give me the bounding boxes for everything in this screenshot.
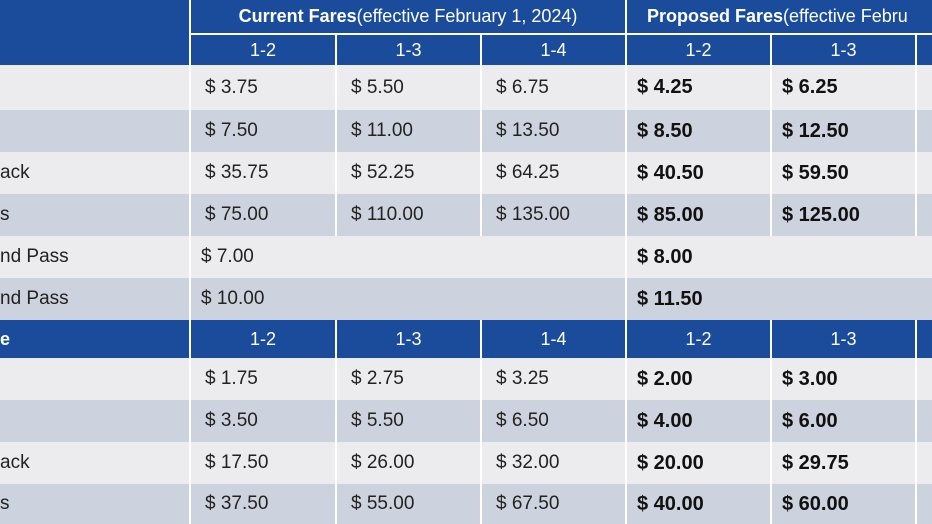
current-fare-cell: $ 17.50 [189, 442, 335, 484]
zone-header-prop-2: 1-3 [770, 35, 915, 65]
proposed-fare-cell [915, 484, 932, 524]
section2-fare-row: s $ 37.50 $ 55.00 $ 67.50 $ 40.00 $ 60.00 [0, 484, 932, 524]
proposed-fare-cell: $ 6.25 [770, 65, 915, 110]
current-fare-cell: $ 32.00 [480, 442, 625, 484]
proposed-fare-cell: $ 40.00 [625, 484, 770, 524]
current-fare-cell: $ 75.00 [189, 194, 335, 236]
proposed-fare-cell: $ 60.00 [770, 484, 915, 524]
row-label: nd Pass [0, 288, 69, 309]
section2-zone-prop-1: 1-2 [625, 320, 770, 358]
current-fare-cell: $ 10.00 [189, 278, 625, 320]
weekend-pass-row: nd Pass $ 7.00 $ 8.00 [0, 236, 932, 278]
section2-zone-prop-2: 1-3 [770, 320, 915, 358]
current-fare-cell: $ 1.75 [189, 358, 335, 400]
row-label [0, 400, 189, 442]
proposed-fare-cell: $ 20.00 [625, 442, 770, 484]
proposed-fare-cell: $ 2.00 [625, 358, 770, 400]
current-fare-cell: $ 6.75 [480, 65, 625, 110]
row-label [0, 358, 189, 400]
proposed-fare-cell [915, 152, 932, 194]
zone-header-prop-3 [915, 35, 932, 65]
proposed-fare-cell: $ 59.50 [770, 152, 915, 194]
proposed-fare-cell [915, 358, 932, 400]
row-label: ack [0, 452, 30, 473]
section2-zone-cur-2: 1-3 [335, 320, 480, 358]
current-fare-cell: $ 11.00 [335, 110, 480, 152]
current-fare-cell: $ 26.00 [335, 442, 480, 484]
proposed-fare-cell: $ 8.00 [625, 236, 932, 278]
proposed-fare-cell: $ 85.00 [625, 194, 770, 236]
proposed-fare-cell [915, 442, 932, 484]
proposed-fare-cell: $ 29.75 [770, 442, 915, 484]
proposed-fare-cell: $ 4.25 [625, 65, 770, 110]
proposed-fare-cell: $ 6.00 [770, 400, 915, 442]
proposed-fares-title: Proposed Fares (effective Febru [625, 0, 932, 33]
section2-fare-row: $ 3.50 $ 5.50 $ 6.50 $ 4.00 $ 6.00 [0, 400, 932, 442]
proposed-fare-cell: $ 40.50 [625, 152, 770, 194]
section1-fare-row: s $ 75.00 $ 110.00 $ 135.00 $ 85.00 $ 125.00 [0, 194, 932, 236]
section1-fare-row: $ 3.75 $ 5.50 $ 6.75 $ 4.25 $ 6.25 [0, 65, 932, 110]
row-label [0, 65, 189, 110]
row-label: nd Pass [0, 246, 69, 267]
current-fare-cell: $ 110.00 [335, 194, 480, 236]
current-fare-cell: $ 35.75 [189, 152, 335, 194]
proposed-fare-cell [915, 194, 932, 236]
row-label [0, 110, 189, 152]
proposed-fare-cell [915, 400, 932, 442]
current-fare-cell: $ 67.50 [480, 484, 625, 524]
proposed-fare-cell: $ 3.00 [770, 358, 915, 400]
proposed-fare-cell: $ 11.50 [625, 278, 932, 320]
section2-fare-row: ack $ 17.50 $ 26.00 $ 32.00 $ 20.00 $ 29.75 [0, 442, 932, 484]
current-fare-cell: $ 52.25 [335, 152, 480, 194]
proposed-fare-cell: $ 12.50 [770, 110, 915, 152]
proposed-fare-cell: $ 125.00 [770, 194, 915, 236]
current-fare-cell: $ 3.75 [189, 65, 335, 110]
current-fares-title: Current Fares (effective February 1, 202… [189, 0, 625, 33]
current-fare-cell: $ 64.25 [480, 152, 625, 194]
header-left-block [0, 0, 189, 65]
proposed-fare-cell [915, 110, 932, 152]
current-fare-cell: $ 135.00 [480, 194, 625, 236]
current-fare-cell: $ 3.25 [480, 358, 625, 400]
zone-header-cur-3: 1-4 [480, 35, 625, 65]
zone-header-cur-2: 1-3 [335, 35, 480, 65]
row-label: ack [0, 162, 30, 183]
weekend-pass-row: nd Pass $ 10.00 $ 11.50 [0, 278, 932, 320]
current-fare-cell: $ 5.50 [335, 400, 480, 442]
current-fare-cell: $ 7.00 [189, 236, 625, 278]
section2-fare-row: $ 1.75 $ 2.75 $ 3.25 $ 2.00 $ 3.00 [0, 358, 932, 400]
current-fare-cell: $ 5.50 [335, 65, 480, 110]
section2-label: e [0, 328, 11, 349]
proposed-fare-cell: $ 4.00 [625, 400, 770, 442]
section2-zone-cur-3: 1-4 [480, 320, 625, 358]
zone-header-cur-1: 1-2 [189, 35, 335, 65]
section1-fare-row: ack $ 35.75 $ 52.25 $ 64.25 $ 40.50 $ 59.50 [0, 152, 932, 194]
section2-zone-cur-1: 1-2 [189, 320, 335, 358]
current-fare-cell: $ 13.50 [480, 110, 625, 152]
current-fare-cell: $ 2.75 [335, 358, 480, 400]
current-fare-cell: $ 55.00 [335, 484, 480, 524]
row-label: s [0, 204, 10, 225]
section2-zone-prop-3 [915, 320, 932, 358]
proposed-fare-cell: $ 8.50 [625, 110, 770, 152]
section2-header-row: e 1-2 1-3 1-4 1-2 1-3 [0, 320, 932, 358]
current-fare-cell: $ 3.50 [189, 400, 335, 442]
current-fare-cell: $ 7.50 [189, 110, 335, 152]
row-label: s [0, 493, 10, 514]
section1-fare-row: $ 7.50 $ 11.00 $ 13.50 $ 8.50 $ 12.50 [0, 110, 932, 152]
proposed-fare-cell [915, 65, 932, 110]
current-fare-cell: $ 6.50 [480, 400, 625, 442]
current-fare-cell: $ 37.50 [189, 484, 335, 524]
zone-header-prop-1: 1-2 [625, 35, 770, 65]
